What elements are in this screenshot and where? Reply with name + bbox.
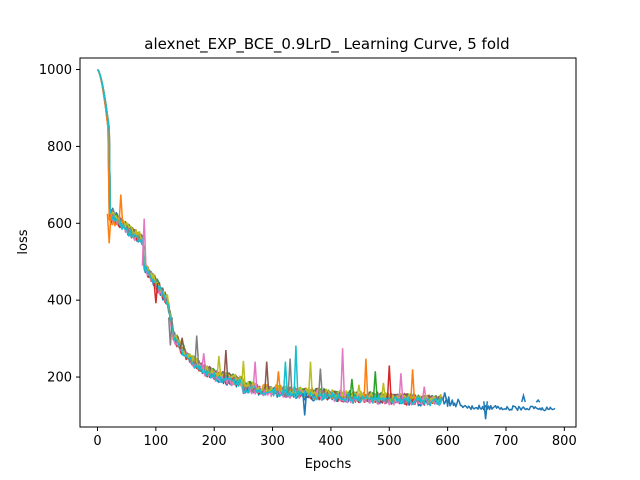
fold-series-line-8: [96, 69, 443, 404]
x-tick-label: 700: [494, 434, 519, 449]
x-tick-label: 400: [319, 434, 344, 449]
loss-spike: [340, 348, 346, 397]
loss-spike: [349, 378, 355, 397]
x-tick-label: 100: [143, 434, 168, 449]
loss-spike: [216, 355, 222, 376]
loss-spike: [483, 401, 489, 420]
loss-spike: [442, 392, 448, 401]
loss-spike: [201, 353, 207, 370]
loss-spike: [293, 345, 299, 393]
fold-series-line-3: [96, 69, 443, 404]
loss-spike: [153, 282, 159, 304]
fold-series-line-7: [96, 69, 443, 407]
loss-spike: [282, 361, 288, 392]
x-tick-label: 300: [260, 434, 285, 449]
y-tick-label: 400: [47, 294, 72, 309]
x-tick-label: 600: [435, 434, 460, 449]
loss-spike: [410, 369, 416, 400]
loss-spike: [356, 384, 362, 398]
fold-series-line-2: [96, 69, 443, 405]
fold-series-line-5: [96, 69, 443, 405]
loss-spike: [252, 361, 258, 389]
loss-spike: [535, 398, 541, 403]
loss-spike: [421, 386, 427, 400]
y-tick-label: 800: [47, 140, 72, 155]
loss-spike: [307, 361, 313, 394]
x-tick-label: 800: [552, 434, 577, 449]
x-tick-label: 0: [93, 434, 101, 449]
loss-spike: [106, 213, 112, 244]
loss-spike: [398, 373, 404, 399]
fold-series-line-10: [96, 69, 443, 407]
loss-spike: [287, 358, 293, 392]
loss-spike: [141, 218, 147, 266]
series-layer: [96, 69, 556, 420]
x-axis: 0 100 200 300 400 500 600 700 800: [93, 427, 577, 449]
loss-spike: [167, 317, 173, 346]
loss-spike: [194, 335, 200, 365]
loss-spike: [118, 194, 124, 224]
fold-series-line-9: [96, 69, 443, 404]
x-tick-label: 200: [202, 434, 227, 449]
loss-spike: [363, 358, 369, 398]
fold-series-line-6: [96, 69, 443, 403]
loss-spike: [223, 350, 229, 379]
x-tick-label: 500: [377, 434, 402, 449]
y-tick-label: 200: [47, 371, 72, 386]
x-axis-label: Epochs: [305, 457, 352, 472]
y-axis-label: loss: [16, 229, 31, 254]
loss-spike: [179, 337, 185, 350]
loss-spike: [386, 365, 392, 399]
chart-title: alexnet_EXP_BCE_0.9LrD_ Learning Curve, …: [144, 35, 509, 54]
y-tick-label: 600: [47, 217, 72, 232]
loss-spike: [520, 392, 526, 403]
y-tick-label: 1000: [39, 63, 72, 78]
plot-frame: [79, 57, 577, 428]
loss-spike: [372, 371, 378, 398]
loss-spike: [317, 368, 323, 395]
fold-series-line-4: [96, 69, 443, 406]
loss-spike: [240, 360, 246, 387]
fold-series-line-1: [96, 69, 556, 412]
loss-spike: [264, 361, 270, 390]
loss-spike: [380, 382, 386, 399]
loss-spike: [275, 371, 281, 391]
loss-spike: [302, 393, 308, 416]
y-axis: 200 400 600 800 1000: [39, 63, 80, 386]
